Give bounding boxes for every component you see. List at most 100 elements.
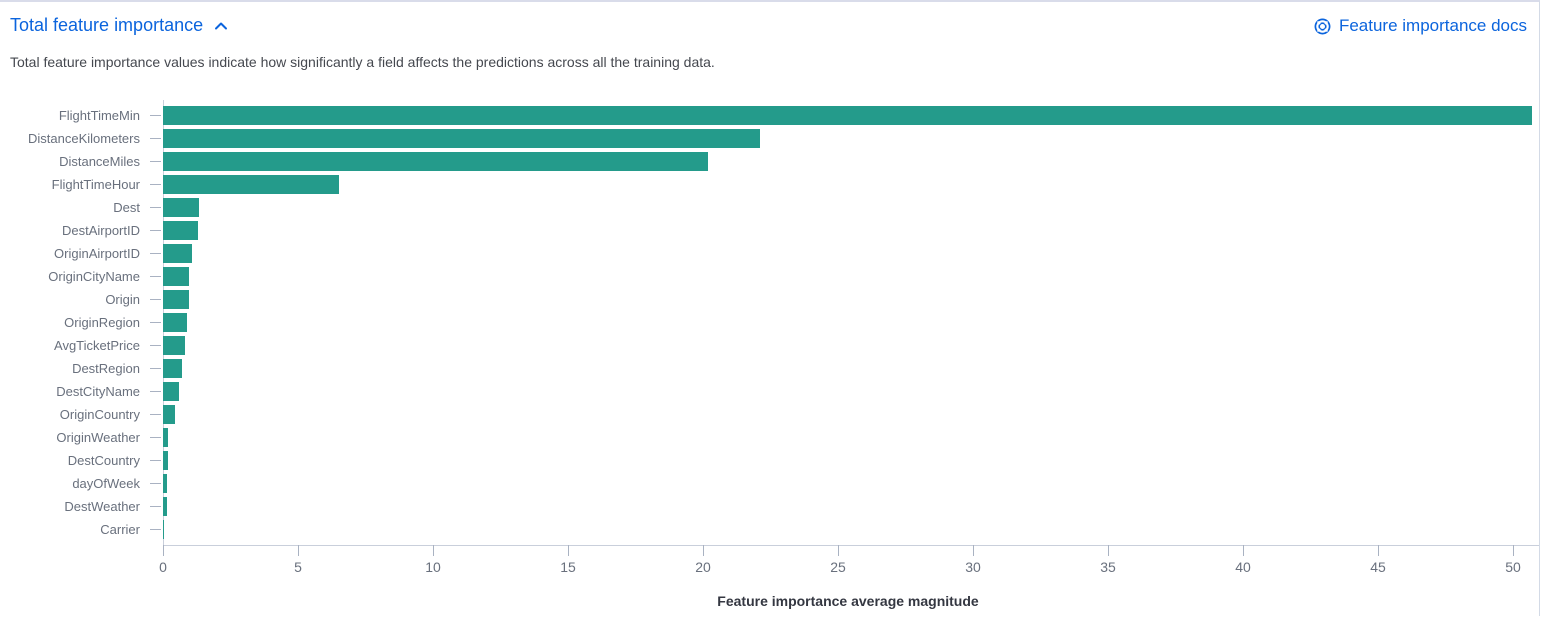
x-tick-mark <box>973 545 974 556</box>
x-tick-mark <box>298 545 299 556</box>
bar <box>163 106 1532 125</box>
bar <box>163 198 199 217</box>
y-tick-mark <box>150 276 161 277</box>
category-label: DestAirportID <box>61 223 140 238</box>
x-tick-mark <box>1513 545 1514 556</box>
x-axis-line <box>163 545 1539 546</box>
x-tick-label: 35 <box>1100 559 1116 575</box>
y-tick-mark <box>150 115 161 116</box>
bar <box>163 244 192 263</box>
category-label: Origin <box>105 292 140 307</box>
x-tick-label: 10 <box>425 559 441 575</box>
y-tick-mark <box>150 161 161 162</box>
x-tick-mark <box>1378 545 1379 556</box>
category-label: DistanceMiles <box>59 154 140 169</box>
x-tick-mark <box>433 545 434 556</box>
x-tick-mark <box>568 545 569 556</box>
bar <box>163 451 168 470</box>
help-docs-icon <box>1313 17 1332 36</box>
chart-row: DistanceMiles <box>0 150 1539 173</box>
bar <box>163 267 189 286</box>
chart-row: Carrier <box>0 518 1539 541</box>
category-label: OriginAirportID <box>54 246 140 261</box>
category-label: DestWeather <box>64 499 140 514</box>
x-tick-label: 20 <box>695 559 711 575</box>
y-tick-mark <box>150 368 161 369</box>
bar <box>163 221 198 240</box>
category-label: Carrier <box>100 522 140 537</box>
y-tick-mark <box>150 460 161 461</box>
y-tick-mark <box>150 506 161 507</box>
bar <box>163 129 760 148</box>
bar <box>163 428 169 447</box>
section-title: Total feature importance <box>10 15 204 35</box>
chart-row: FlightTimeHour <box>0 173 1539 196</box>
category-label: DestCountry <box>67 453 140 468</box>
chart-row: dayOfWeek <box>0 472 1539 495</box>
chart-row: DistanceKilometers <box>0 127 1539 150</box>
bar <box>163 336 186 355</box>
bar <box>163 313 188 332</box>
x-tick-mark <box>703 545 704 556</box>
chevron-up-icon[interactable] <box>213 18 229 34</box>
category-label: FlightTimeHour <box>51 177 140 192</box>
bar <box>163 290 189 309</box>
x-tick-label: 50 <box>1505 559 1521 575</box>
chart-row: DestWeather <box>0 495 1539 518</box>
x-tick-mark <box>1108 545 1109 556</box>
x-tick-label: 0 <box>159 559 167 575</box>
bar <box>163 152 709 171</box>
x-tick-mark <box>1243 545 1244 556</box>
x-tick-label: 45 <box>1370 559 1386 575</box>
y-tick-mark <box>150 529 161 530</box>
category-label: OriginCityName <box>48 269 140 284</box>
category-label: Dest <box>113 200 140 215</box>
x-tick-label: 5 <box>294 559 302 575</box>
category-label: AvgTicketPrice <box>54 338 140 353</box>
y-tick-mark <box>150 391 161 392</box>
y-tick-mark <box>150 345 161 346</box>
chart-row: OriginAirportID <box>0 242 1539 265</box>
chart-row: AvgTicketPrice <box>0 334 1539 357</box>
chart-row: DestAirportID <box>0 219 1539 242</box>
category-label: OriginWeather <box>56 430 140 445</box>
category-label: DestRegion <box>72 361 140 376</box>
category-label: dayOfWeek <box>72 476 140 491</box>
bar <box>163 520 165 539</box>
bar <box>163 175 339 194</box>
chart-row: FlightTimeMin <box>0 104 1539 127</box>
section-collapse-toggle[interactable]: Total feature importance <box>10 15 229 36</box>
x-axis-title: Feature importance average magnitude <box>717 593 979 609</box>
y-tick-mark <box>150 414 161 415</box>
y-tick-mark <box>150 253 161 254</box>
y-tick-mark <box>150 230 161 231</box>
bar <box>163 474 168 493</box>
chart-row: DestCountry <box>0 449 1539 472</box>
section-description: Total feature importance values indicate… <box>10 54 715 70</box>
category-label: OriginCountry <box>59 407 140 422</box>
x-tick-label: 25 <box>830 559 846 575</box>
chart-row: DestRegion <box>0 357 1539 380</box>
bar <box>163 497 168 516</box>
y-tick-mark <box>150 299 161 300</box>
chart-row: OriginRegion <box>0 311 1539 334</box>
x-tick-label: 30 <box>965 559 981 575</box>
y-tick-mark <box>150 184 161 185</box>
category-label: OriginRegion <box>64 315 140 330</box>
y-tick-mark <box>150 207 161 208</box>
bar <box>163 359 182 378</box>
feature-importance-docs-link[interactable]: Feature importance docs <box>1313 16 1527 36</box>
x-tick-mark <box>163 545 164 556</box>
y-tick-mark <box>150 322 161 323</box>
x-tick-label: 15 <box>560 559 576 575</box>
y-tick-mark <box>150 437 161 438</box>
category-label: DistanceKilometers <box>28 131 140 146</box>
chart-row: Dest <box>0 196 1539 219</box>
chart-row: OriginCityName <box>0 265 1539 288</box>
chart-row: Origin <box>0 288 1539 311</box>
chart-row: OriginCountry <box>0 403 1539 426</box>
bar <box>163 382 179 401</box>
bar <box>163 405 175 424</box>
